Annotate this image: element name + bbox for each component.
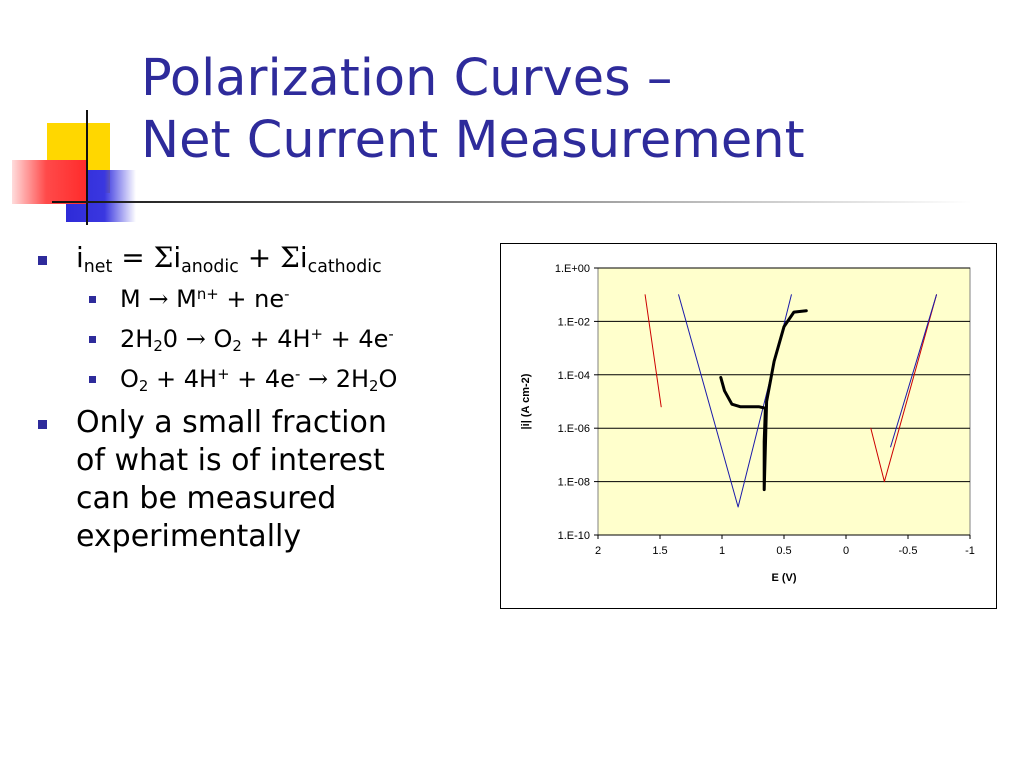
eq-i-cathodic: i [299, 241, 308, 274]
right-arrow-icon: → [185, 325, 206, 353]
r3-electrons: + 4e [237, 365, 295, 393]
r2-electron-charge: - [388, 324, 394, 343]
x-axis-title: E (V) [771, 572, 796, 584]
right-arrow-icon: → [148, 285, 169, 313]
r2-electrons: + 4e [330, 325, 389, 353]
x-tick-label: 2 [595, 545, 601, 557]
note-line-4: experimentally [76, 519, 302, 554]
y-axis-title: |i| (A cm-2) [520, 373, 532, 429]
plot-area [597, 267, 971, 536]
polarization-chart: 1.E+00 1.E-02 1.E-04 1.E-06 1.E-08 1.E-10 2 1.5… [500, 243, 997, 609]
r3-electron-charge: - [294, 364, 301, 383]
eq-i: i [76, 241, 84, 274]
title-underline [52, 201, 972, 203]
x-tick-label: -0.5 [899, 545, 918, 557]
note-line-1: Only a small fraction [76, 405, 387, 440]
r1-electron-charge: - [284, 284, 290, 303]
title-line-2: Net Current Measurement [141, 111, 805, 170]
x-tick-label: 1.5 [652, 545, 667, 557]
bullet-measurement-note: Only a small fraction of what is of inte… [36, 404, 506, 556]
x-tick-label: 0 [843, 545, 849, 557]
decorative-red-square [12, 160, 88, 204]
r3-o-subscript: 2 [138, 377, 149, 396]
r1-metal: M [120, 285, 141, 313]
r3-protons: + 4H [156, 365, 218, 393]
r3-o: O [120, 365, 139, 393]
r3-h: 2H [335, 365, 370, 393]
bullet-reaction-metal-oxidation: M → Mn+ + ne- [36, 284, 506, 314]
eq-net-subscript: net [83, 256, 113, 277]
decorative-vertical-line [86, 110, 88, 225]
note-line-3: can be measured [76, 481, 337, 516]
bullet-list: inet = Σianodic + Σicathodic M → Mn+ + n… [36, 240, 506, 564]
r1-ion: M [176, 285, 197, 313]
r2-h-subscript: 2 [153, 337, 163, 356]
y-tick-label: 1.E-10 [558, 530, 590, 542]
y-tick-label: 1.E-04 [558, 370, 590, 382]
r3-o-tail: O [378, 365, 398, 393]
x-tick-label: -1 [965, 545, 975, 557]
eq-i-anodic: i [173, 241, 182, 274]
eq-cathodic-subscript: cathodic [307, 256, 382, 277]
bullet-net-current-equation: inet = Σianodic + Σicathodic [36, 240, 506, 276]
curve-series-3 [719, 309, 808, 492]
y-tick-label: 1.E+00 [555, 263, 590, 275]
r2-o-subscript: 2 [232, 337, 242, 356]
eq-equals: = [121, 241, 145, 274]
eq-anodic-subscript: anodic [181, 256, 239, 277]
bullet-reaction-oxygen-reduction: O2 + 4H+ + 4e- → 2H2O [36, 364, 506, 394]
r3-h-subscript: 2 [369, 377, 379, 396]
r1-ion-charge: n+ [196, 284, 219, 303]
y-tick-label: 1.E-06 [558, 423, 590, 435]
bullet-reaction-water-oxidation: 2H20 → O2 + 4H+ + 4e- [36, 324, 506, 354]
title-line-1: Polarization Curves – [141, 49, 673, 108]
eq-plus: + [247, 241, 272, 274]
r2-zero: 0 [162, 325, 179, 353]
y-tick-label: 1.E-08 [558, 477, 590, 489]
curve-series-1 [644, 294, 662, 408]
chart-svg: 1.E+00 1.E-02 1.E-04 1.E-06 1.E-08 1.E-10 2 1.5… [520, 263, 975, 584]
r2-proton-charge: + [310, 324, 323, 343]
r2-o: O [213, 325, 233, 353]
x-tick-label: 1 [719, 545, 725, 557]
right-arrow-icon: → [307, 365, 329, 393]
x-tick-label: 0.5 [776, 545, 791, 557]
r1-electrons: + ne [226, 285, 285, 313]
r3-proton-charge: + [217, 364, 230, 383]
sigma-symbol-anodic: Σ [153, 241, 174, 274]
curve-series-4 [870, 294, 937, 483]
sigma-symbol-cathodic: Σ [280, 241, 300, 274]
y-tick-label: 1.E-02 [558, 316, 590, 328]
r2-h: 2H [120, 325, 154, 353]
curve-series-5 [890, 294, 937, 448]
slide-title: Polarization Curves – Net Current Measur… [141, 48, 1001, 172]
note-line-2: of what is of interest [76, 443, 385, 478]
r2-protons: + 4H [249, 325, 311, 353]
